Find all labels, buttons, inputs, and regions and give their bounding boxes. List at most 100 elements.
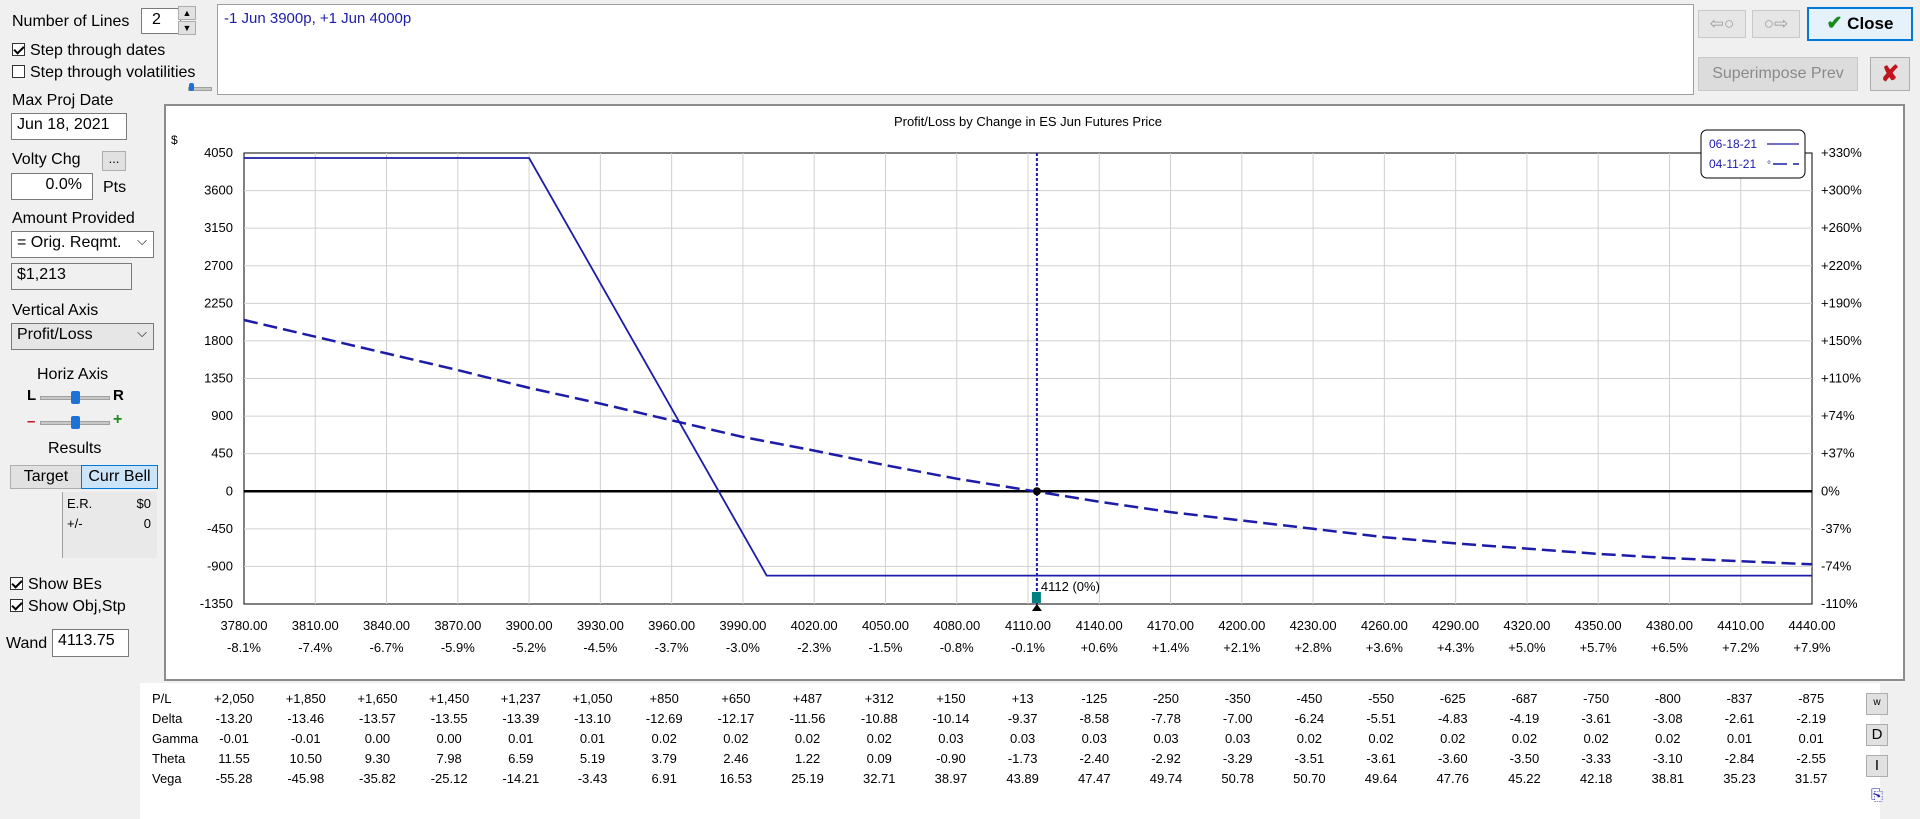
spin-down-icon[interactable]: ▼ [178, 21, 196, 35]
greeks-cell: -750 [1583, 690, 1610, 706]
chart-panel: Profit/Loss by Change in ES Jun Futures … [164, 104, 1905, 681]
x-tick-label: 4320.00 [1503, 618, 1550, 633]
greeks-cell: 0.00 [436, 730, 462, 746]
step-dates-checkbox[interactable]: Step through dates [12, 42, 165, 60]
amount-select-value: = Orig. Reqmt. [17, 234, 122, 251]
close-button[interactable]: ✔ Close [1807, 7, 1913, 41]
greeks-cell: -4.83 [1437, 710, 1468, 726]
greeks-side-button-i[interactable]: I [1866, 755, 1888, 777]
x-tick-label: 4440.00 [1789, 618, 1836, 633]
greeks-cell: -3.50 [1509, 750, 1540, 766]
target-tab[interactable]: Target [10, 465, 82, 489]
x-pct-tick-label: +5.0% [1508, 640, 1546, 655]
remove-x-button[interactable]: ✘ [1870, 57, 1910, 91]
close-icon: ✘ [1880, 61, 1900, 86]
greeks-cell: -12.17 [717, 710, 755, 726]
volty-chg-more-button[interactable]: ... [102, 151, 126, 171]
legend-box [1700, 129, 1806, 179]
x-tick-label: 4350.00 [1575, 618, 1622, 633]
greeks-cell: -2.84 [1724, 750, 1755, 766]
y-tick-label: 2700 [204, 258, 233, 273]
greeks-cell: -45.98 [287, 770, 325, 786]
step-vols-checkbox[interactable]: Step through volatilities [12, 64, 195, 82]
x-pct-tick-label: -1.5% [868, 640, 902, 655]
greeks-cell: -3.33 [1581, 750, 1611, 766]
show-bes-label: Show BEs [28, 576, 102, 593]
checkbox-checked-icon [10, 577, 23, 590]
greeks-side-button-d[interactable]: D [1866, 724, 1888, 746]
greeks-cell: -11.56 [789, 710, 826, 726]
horiz-zoom-slider[interactable] [40, 416, 110, 430]
x-pct-tick-label: +7.2% [1722, 640, 1760, 655]
spin-up-icon[interactable]: ▲ [178, 6, 196, 20]
greeks-cell: 0.03 [1225, 730, 1251, 746]
greeks-cell: -3.29 [1222, 750, 1253, 766]
copy-icon[interactable]: ⎘ [1870, 787, 1883, 804]
x-pct-tick-label: +3.6% [1366, 640, 1404, 655]
next-arrow-button[interactable]: ○⇨ [1752, 10, 1800, 38]
greeks-cell: 0.02 [794, 730, 821, 746]
greeks-cell: -837 [1726, 690, 1753, 706]
amount-provided-select[interactable]: = Orig. Reqmt. ⌵ [11, 231, 154, 258]
y-right-tick-label: -37% [1821, 521, 1852, 536]
greeks-cell: -2.19 [1796, 710, 1827, 726]
x-pct-tick-label: -2.3% [797, 640, 831, 655]
results-box: E.R. $0 +/- 0 [62, 492, 157, 558]
greeks-cell: 0.02 [651, 730, 677, 746]
greeks-cell: -8.58 [1079, 710, 1110, 726]
x-tick-label: 4080.00 [933, 618, 980, 633]
greeks-cell: -2.61 [1724, 710, 1755, 726]
greeks-cell: -0.01 [219, 730, 249, 746]
greeks-cell: 16.53 [719, 770, 753, 786]
greeks-row-label: Vega [152, 770, 182, 786]
greeks-cell: -687 [1511, 690, 1538, 706]
vertical-axis-select[interactable]: Profit/Loss ⌵ [11, 323, 154, 350]
chart-canvas[interactable]: Profit/Loss by Change in ES Jun Futures … [166, 106, 1903, 679]
er-value: $0 [136, 496, 151, 511]
num-lines-input[interactable]: 2 [141, 8, 181, 34]
horiz-lr-slider[interactable] [40, 391, 110, 405]
greeks-cell: -35.82 [359, 770, 396, 786]
volty-chg-input[interactable]: 0.0% [11, 173, 93, 200]
prev-arrow-button[interactable]: ⇦○ [1698, 10, 1746, 38]
greeks-cell: 11.55 [218, 750, 250, 766]
close-button-label: Close [1847, 14, 1894, 33]
greeks-cell: 9.30 [364, 750, 391, 766]
step-dates-label: Step through dates [30, 42, 166, 59]
greeks-row: P/L +2,050 +1,850 +1,650 +1,450 +1,237 +1,050 +… [140, 688, 1847, 708]
show-obj-checkbox[interactable]: Show Obj,Stp [10, 598, 126, 616]
x-pct-tick-label: +4.3% [1437, 640, 1475, 655]
greeks-cell: -10.14 [932, 710, 970, 726]
greeks-cell: -875 [1798, 690, 1825, 706]
positions-textarea[interactable]: -1 Jun 3900p, +1 Jun 4000p [217, 4, 1694, 95]
greeks-side-button-w[interactable]: w [1866, 693, 1888, 715]
x-pct-tick-label: -8.1% [227, 640, 261, 655]
greeks-cell: -13.10 [574, 710, 611, 726]
greeks-table: P/L +2,050 +1,850 +1,650 +1,450 +1,237 +1,050 +… [140, 688, 1847, 788]
y-tick-label: -900 [207, 558, 233, 573]
greeks-cell: -7.78 [1151, 710, 1181, 726]
slider-left-label: L [27, 387, 37, 404]
wand-input[interactable]: 4113.75 [52, 629, 129, 657]
greeks-row: Theta 11.55 10.50 9.30 7.98 6.59 5.19 3.79 2.46 1… [140, 748, 1847, 768]
curr-bell-tab[interactable]: Curr Bell [81, 465, 158, 489]
wand-marker-icon [1031, 592, 1041, 603]
y-right-tick-label: +260% [1821, 220, 1862, 235]
x-tick-label: 3780.00 [221, 618, 268, 633]
greeks-cell: 50.78 [1221, 770, 1254, 786]
volatility-mini-slider[interactable] [188, 83, 212, 93]
greeks-cell: -3.08 [1653, 710, 1683, 726]
greeks-cell: 10.50 [289, 750, 323, 766]
greeks-cell: 0.02 [1583, 730, 1609, 746]
x-pct-tick-label: -6.7% [370, 640, 404, 655]
legend-label: 04-11-21 [1709, 157, 1756, 171]
chart-title: Profit/Loss by Change in ES Jun Futures … [894, 114, 1162, 129]
show-bes-checkbox[interactable]: Show BEs [10, 576, 102, 594]
vertical-axis-label: Vertical Axis [12, 302, 99, 319]
greeks-cell: +1,237 [500, 690, 541, 706]
vertical-axis-value: Profit/Loss [17, 326, 93, 343]
wand-marker-label: 4112 (0%) [1041, 579, 1100, 594]
greeks-row: Delta -13.20 -13.46 -13.57 -13.55 -13.39 -13.1… [140, 708, 1847, 728]
max-proj-date-input[interactable]: Jun 18, 2021 [11, 113, 127, 140]
superimpose-prev-button[interactable]: Superimpose Prev [1698, 57, 1858, 91]
